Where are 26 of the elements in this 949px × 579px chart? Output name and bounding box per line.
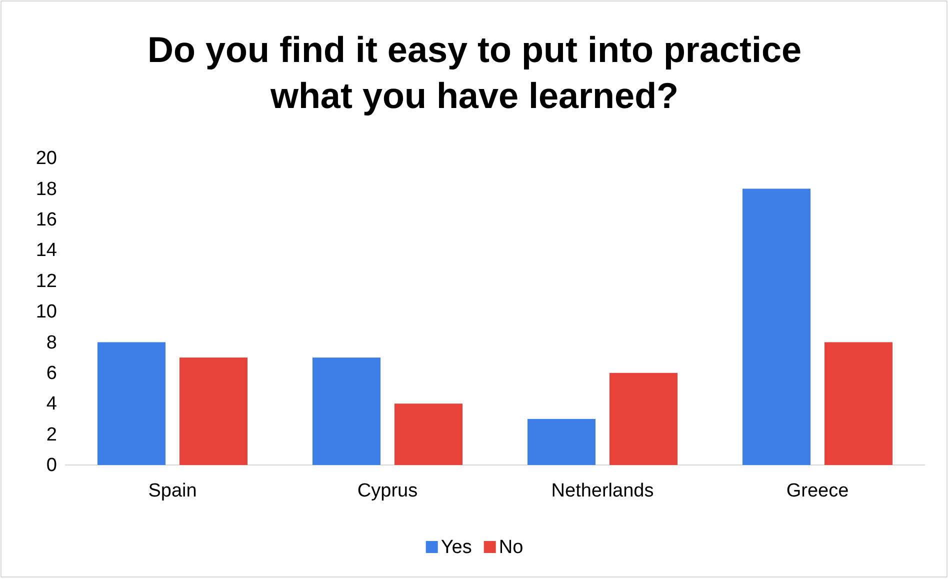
legend-label: No (498, 537, 524, 558)
x-tick-label: Netherlands (551, 480, 654, 502)
bar (528, 418, 596, 465)
y-tick-label: 0 (46, 455, 57, 476)
x-tick-label: Greece (786, 480, 849, 502)
y-tick-label: 18 (36, 178, 57, 200)
bar (824, 342, 892, 465)
bar (312, 358, 380, 465)
bar (98, 342, 166, 465)
y-tick-label: 16 (36, 209, 57, 230)
bar (180, 358, 248, 465)
chart-title: Do you find it easy to put into practice what you have learned? (147, 29, 802, 116)
y-tick-label: 14 (36, 240, 58, 262)
x-tick-label: Spain (148, 480, 197, 502)
bar (610, 372, 678, 465)
bar (394, 404, 462, 465)
y-tick-label: 20 (36, 148, 57, 170)
y-tick-label: 8 (46, 332, 57, 354)
bar (742, 188, 810, 465)
y-tick-label: 2 (46, 424, 57, 446)
x-tick-label: Cyprus (357, 480, 418, 502)
y-tick-label: 6 (46, 362, 57, 384)
legend-label: Yes (440, 537, 472, 558)
y-tick-label: 4 (46, 394, 58, 415)
y-tick-label: 10 (36, 302, 57, 323)
y-tick-label: 12 (36, 270, 57, 292)
